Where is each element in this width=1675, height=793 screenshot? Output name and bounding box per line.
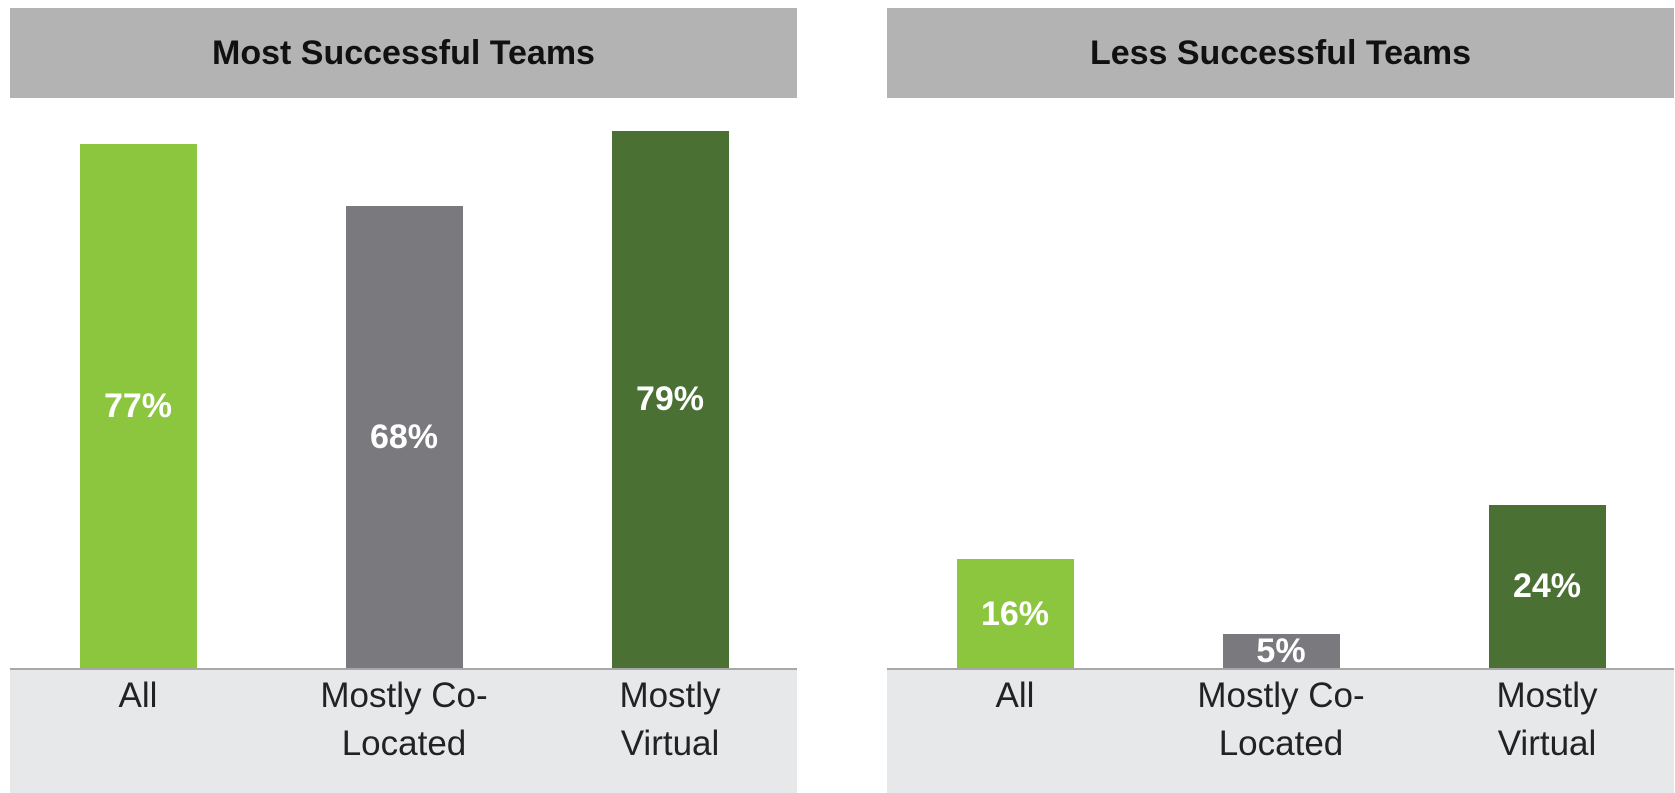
bar [79, 144, 197, 668]
category-label: Mostly Virtual [619, 676, 721, 763]
chart-panel: Most Successful Teams 77% All 68% Mostly Co-… [10, 0, 797, 793]
value-label: 16% [980, 594, 1050, 633]
panel-title: Less Successful Teams [887, 8, 1674, 98]
value-label: 77% [103, 387, 173, 426]
category-label: All [118, 676, 158, 715]
panel-title: Most Successful Teams [10, 8, 797, 98]
category-label: Mostly Co-Located [320, 676, 488, 763]
category-label: All [995, 676, 1035, 715]
category-band [10, 668, 797, 793]
bar [956, 559, 1074, 668]
category-label: Mostly Virtual [1496, 676, 1598, 763]
chart-panel: Less Successful Teams 16% All 5% Mostly Co-L… [887, 0, 1674, 793]
bar [345, 205, 463, 668]
value-label: 24% [1512, 567, 1582, 606]
category-band [887, 668, 1674, 793]
bar [1488, 504, 1606, 668]
value-label: 79% [635, 380, 705, 419]
bar [611, 130, 729, 668]
value-label: 68% [369, 417, 439, 456]
bar [1222, 634, 1340, 668]
value-label: 5% [1256, 632, 1306, 670]
category-label: Mostly Co-Located [1197, 676, 1365, 763]
